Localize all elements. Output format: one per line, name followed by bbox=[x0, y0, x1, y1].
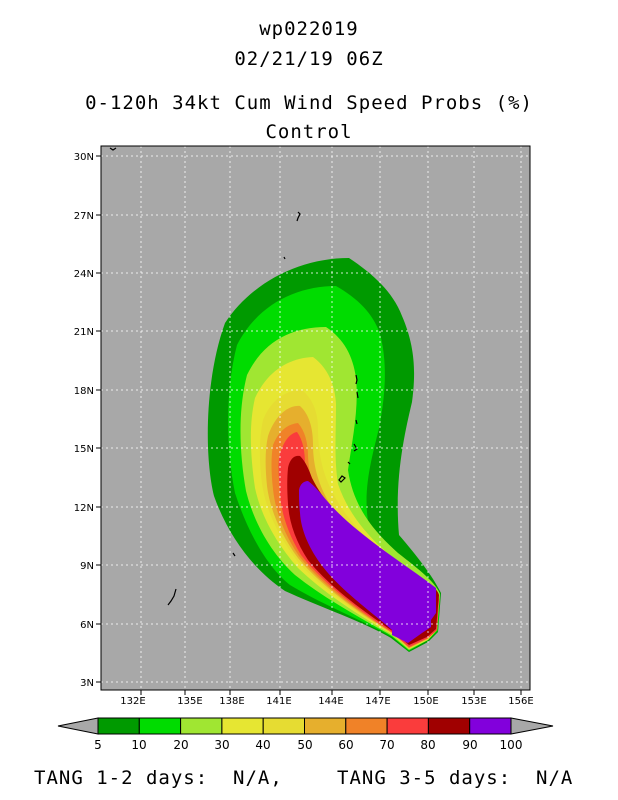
storm-id-title: wp022019 bbox=[259, 18, 359, 40]
lon-label-138e: 138E bbox=[219, 696, 244, 707]
lat-label-27n: 27N bbox=[74, 211, 94, 222]
product-title: 0-120h 34kt Cum Wind Speed Probs (%) bbox=[85, 92, 533, 114]
island bbox=[167, 588, 177, 606]
colorbar-label-30: 30 bbox=[214, 738, 229, 752]
lat-lon-grid bbox=[96, 146, 530, 695]
lat-label-15n: 15N bbox=[74, 444, 94, 455]
lat-label-21n: 21N bbox=[74, 327, 94, 338]
probability-contours bbox=[207, 258, 441, 652]
lon-label-147e: 147E bbox=[365, 696, 390, 707]
colorbar-swatch bbox=[138, 717, 182, 735]
colorbar-swatch bbox=[304, 717, 347, 735]
datetime-title: 02/21/19 06Z bbox=[234, 48, 384, 70]
island bbox=[355, 374, 358, 385]
colorbar-swatch bbox=[427, 717, 471, 735]
island bbox=[232, 552, 236, 557]
colorbar-label-60: 60 bbox=[338, 738, 353, 752]
colorbar-label-100: 100 bbox=[500, 738, 523, 752]
colorbar-label-70: 70 bbox=[379, 738, 394, 752]
lat-label-12n: 12N bbox=[74, 503, 94, 514]
lon-label-132e: 132E bbox=[120, 696, 145, 707]
colorbar-swatch bbox=[180, 717, 223, 735]
colorbar-label-50: 50 bbox=[297, 738, 312, 752]
island bbox=[338, 475, 346, 483]
colorbar-swatch bbox=[97, 717, 140, 735]
lat-label-30n: 30N bbox=[74, 152, 94, 163]
lat-label-18n: 18N bbox=[74, 386, 94, 397]
colorbar-swatch bbox=[221, 717, 264, 735]
lat-label-6n: 6N bbox=[80, 620, 94, 631]
colorbar-left-arrow bbox=[57, 717, 99, 735]
tang-3-5-days: TANG 3-5 days: N/A bbox=[337, 767, 574, 789]
lon-label-135e: 135E bbox=[177, 696, 202, 707]
island bbox=[296, 211, 301, 222]
lat-label-3n: 3N bbox=[80, 678, 94, 689]
prob-band-90 bbox=[299, 481, 436, 643]
lon-label-141e: 141E bbox=[266, 696, 291, 707]
colorbar-label-80: 80 bbox=[420, 738, 435, 752]
island bbox=[347, 461, 351, 465]
lon-label-150e: 150E bbox=[413, 696, 438, 707]
island bbox=[353, 443, 358, 452]
colorbar-label-10: 10 bbox=[131, 738, 146, 752]
lon-label-153e: 153E bbox=[461, 696, 486, 707]
land-masses bbox=[109, 147, 359, 606]
island bbox=[283, 256, 286, 260]
colorbar bbox=[57, 717, 554, 735]
colorbar-label-90: 90 bbox=[462, 738, 477, 752]
lon-label-144e: 144E bbox=[318, 696, 343, 707]
map-frame bbox=[100, 145, 531, 691]
colorbar-swatch bbox=[262, 717, 306, 735]
island bbox=[355, 419, 358, 425]
colorbar-label-40: 40 bbox=[255, 738, 270, 752]
colorbar-right-arrow bbox=[510, 717, 554, 735]
lat-label-24n: 24N bbox=[74, 269, 94, 280]
run-title: Control bbox=[265, 121, 353, 143]
lon-label-156e: 156E bbox=[508, 696, 533, 707]
colorbar-label-5: 5 bbox=[94, 738, 102, 752]
colorbar-swatch bbox=[469, 717, 512, 735]
colorbar-swatch bbox=[386, 717, 429, 735]
island bbox=[109, 147, 117, 151]
colorbar-label-20: 20 bbox=[173, 738, 188, 752]
lat-label-9n: 9N bbox=[80, 561, 94, 572]
tang-1-2-days: TANG 1-2 days: N/A, bbox=[34, 767, 283, 789]
island bbox=[356, 391, 359, 399]
colorbar-swatch bbox=[345, 717, 388, 735]
